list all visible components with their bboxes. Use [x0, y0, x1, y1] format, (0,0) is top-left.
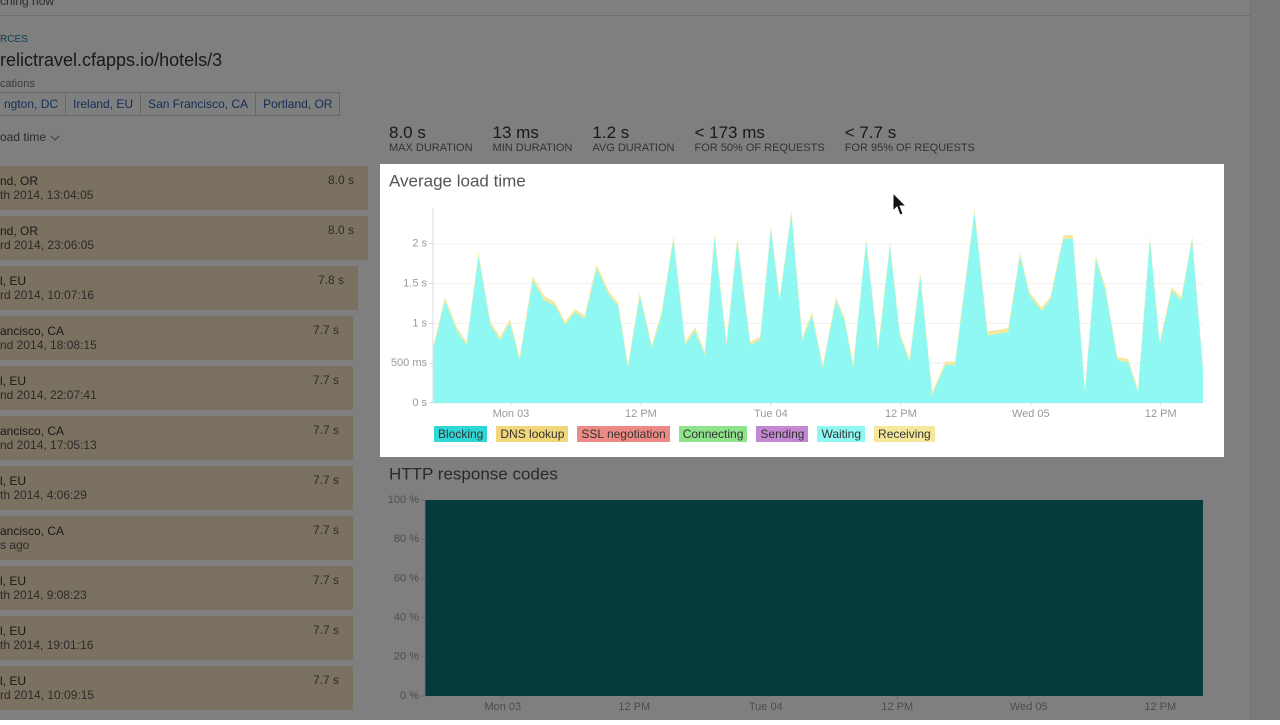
plot [433, 208, 1203, 403]
legend-item[interactable]: Waiting [817, 426, 866, 442]
legend-item[interactable]: SSL negotiation [577, 426, 670, 442]
chart-panel: Average load time 0 s 500 ms 1 s 1.5 s 2 s Mo… [380, 164, 1224, 457]
x-tick-label: 12 PM [1145, 408, 1177, 420]
mouse-cursor [892, 192, 908, 216]
y-tick-label: 1.5 s [403, 278, 427, 290]
chart: Average load time 0 s 500 ms 1 s 1.5 s 2 s Mo… [389, 171, 1203, 420]
legend-item[interactable]: Sending [756, 426, 809, 442]
x-tick-label: Mon 03 [493, 408, 530, 420]
chart-title: Average load time [389, 171, 526, 190]
y-tick-label: 500 ms [391, 357, 428, 369]
area [433, 212, 1203, 403]
legend-item[interactable]: Blocking [434, 426, 488, 442]
y-tick-label: 1 s [412, 317, 427, 329]
legend-item[interactable]: Receiving [874, 426, 935, 442]
legend-item[interactable]: DNS lookup [496, 426, 569, 442]
y-tick-label: 0 s [412, 397, 427, 409]
x-tick-label: Wed 05 [1012, 408, 1050, 420]
x-tick-label: 12 PM [885, 408, 917, 420]
x-tick-label: 12 PM [625, 408, 657, 420]
y-tick-label: 2 s [412, 238, 427, 250]
legend: Blocking DNS lookup SSL negotiation Connect… [434, 426, 944, 442]
x-tick-label: Tue 04 [754, 408, 788, 420]
legend-item[interactable]: Connecting [678, 426, 748, 442]
